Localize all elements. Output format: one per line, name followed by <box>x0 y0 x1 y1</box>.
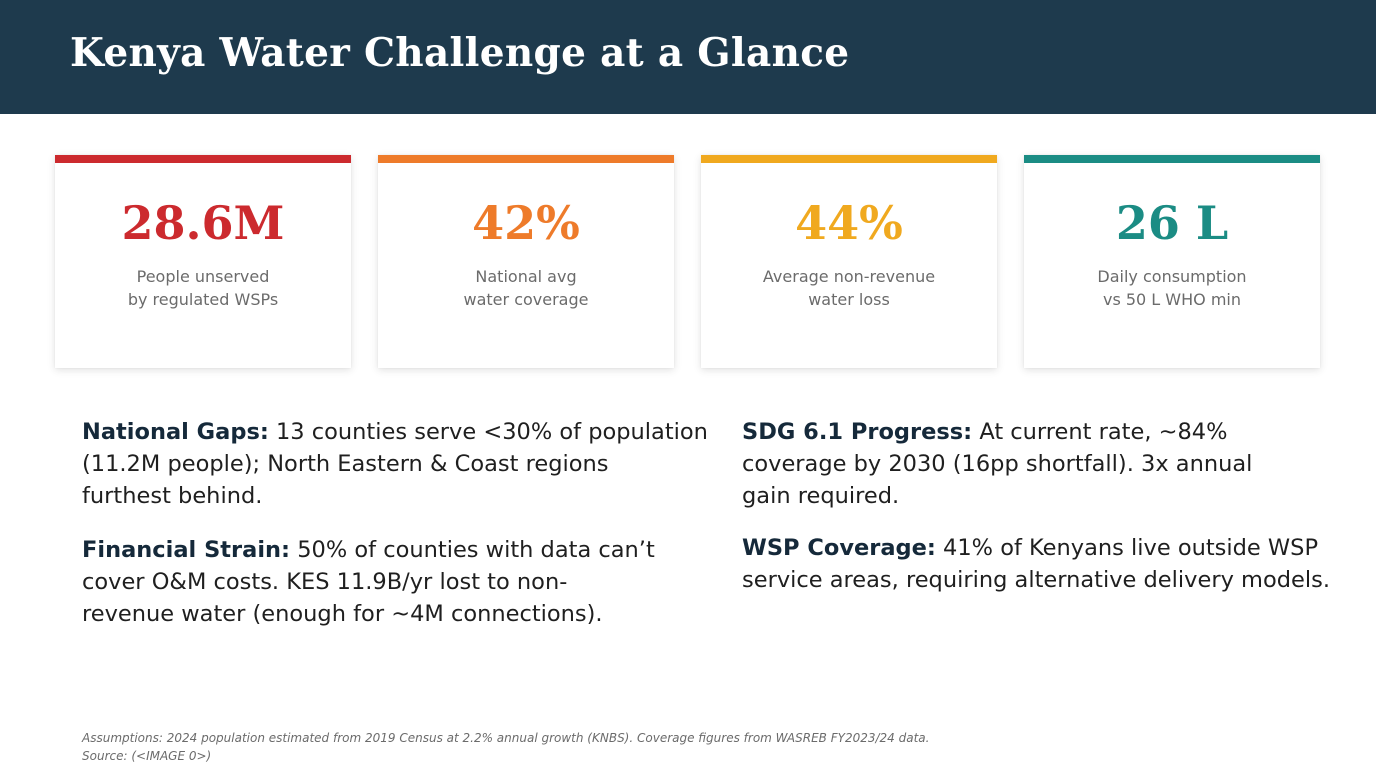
stat-card-consumption: 26 L Daily consumption vs 50 L WHO min <box>1024 155 1320 368</box>
stat-label-line: National avg <box>475 267 577 286</box>
stat-label-line: Daily consumption <box>1097 267 1247 286</box>
stat-label-line: by regulated WSPs <box>127 290 279 309</box>
stat-value: 26 L <box>1115 196 1229 250</box>
header-banner: Kenya Water Challenge at a Glance <box>0 0 1376 114</box>
paragraph-lead: WSP Coverage: <box>742 535 936 561</box>
paragraph-text: At current rate, ~84% <box>972 419 1228 445</box>
stat-card-accent-bar <box>701 155 997 163</box>
page-title: Kenya Water Challenge at a Glance <box>70 30 850 76</box>
paragraph-sdg-progress: SDG 6.1 Progress: At current rate, ~84% … <box>742 416 1252 512</box>
paragraph-text: coverage by 2030 (16pp shortfall). 3x an… <box>742 451 1253 477</box>
stat-label-line: vs 50 L WHO min <box>1102 290 1242 309</box>
stat-card-unserved: 28.6M People unserved by regulated WSPs <box>55 155 351 368</box>
stat-value: 28.6M <box>121 196 285 250</box>
stat-value: 42% <box>472 196 580 250</box>
paragraph-text: gain required. <box>742 483 900 509</box>
stat-label: Daily consumption vs 50 L WHO min <box>1024 265 1320 311</box>
paragraph-lead: National Gaps: <box>82 419 269 445</box>
stat-card-accent-bar <box>55 155 351 163</box>
paragraph-national-gaps: National Gaps: 13 counties serve <30% of… <box>82 416 708 512</box>
stat-card-accent-bar <box>378 155 674 163</box>
paragraph-text: 13 counties serve <30% of population <box>268 419 708 445</box>
stat-card-accent-bar <box>1024 155 1320 163</box>
paragraph-lead: SDG 6.1 Progress: <box>742 419 973 445</box>
paragraph-text: service areas, requiring alternative del… <box>742 567 1330 593</box>
paragraph-text: revenue water (enough for ~4M connection… <box>82 601 603 627</box>
stat-label: National avg water coverage <box>378 265 674 311</box>
stat-value: 44% <box>795 196 903 250</box>
stat-label-line: water loss <box>808 290 890 309</box>
paragraph-financial-strain: Financial Strain: 50% of counties with d… <box>82 534 655 630</box>
stat-label: People unserved by regulated WSPs <box>55 265 351 311</box>
footnote-assumptions: Assumptions: 2024 population estimated f… <box>82 731 930 745</box>
stat-label-line: People unserved <box>136 267 270 286</box>
footnote: Assumptions: 2024 population estimated f… <box>82 729 929 765</box>
paragraph-lead: Financial Strain: <box>82 537 291 563</box>
stat-label-line: water coverage <box>463 290 589 309</box>
paragraph-text: cover O&M costs. KES 11.9B/yr lost to no… <box>82 569 568 595</box>
paragraph-text: furthest behind. <box>82 483 263 509</box>
paragraph-wsp-coverage: WSP Coverage: 41% of Kenyans live outsid… <box>742 532 1330 596</box>
paragraph-text: (11.2M people); North Eastern & Coast re… <box>82 451 609 477</box>
stat-card-nrw: 44% Average non-revenue water loss <box>701 155 997 368</box>
stat-label: Average non-revenue water loss <box>701 265 997 311</box>
stat-label-line: Average non-revenue <box>762 267 936 286</box>
paragraph-text: 41% of Kenyans live outside WSP <box>935 535 1319 561</box>
stat-card-coverage: 42% National avg water coverage <box>378 155 674 368</box>
footnote-source: Source: (<IMAGE 0>) <box>82 749 212 763</box>
paragraph-text: 50% of counties with data can’t <box>290 537 655 563</box>
